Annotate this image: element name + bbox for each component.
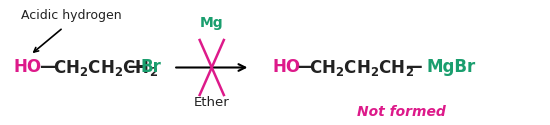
Text: HO: HO bbox=[272, 58, 300, 76]
Text: MgBr: MgBr bbox=[426, 58, 476, 76]
Text: Not formed: Not formed bbox=[357, 106, 446, 120]
Text: Acidic hydrogen: Acidic hydrogen bbox=[21, 8, 122, 22]
Text: Br: Br bbox=[140, 58, 161, 76]
Text: $\mathregular{CH_2CH_2CH_2}$: $\mathregular{CH_2CH_2CH_2}$ bbox=[309, 58, 414, 78]
Text: —: — bbox=[297, 58, 313, 76]
Text: —: — bbox=[128, 58, 144, 76]
Text: $\mathregular{CH_2CH_2CH_2}$: $\mathregular{CH_2CH_2CH_2}$ bbox=[53, 58, 158, 78]
Text: —: — bbox=[40, 58, 56, 76]
Text: Ether: Ether bbox=[194, 96, 230, 109]
Text: —: — bbox=[405, 58, 422, 76]
Text: Mg: Mg bbox=[200, 16, 223, 30]
Text: HO: HO bbox=[14, 58, 42, 76]
